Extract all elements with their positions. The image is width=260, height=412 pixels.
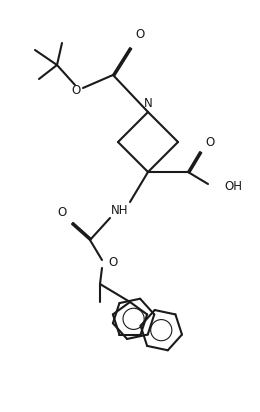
Text: N: N bbox=[144, 97, 152, 110]
Text: O: O bbox=[205, 136, 214, 149]
Text: O: O bbox=[135, 28, 144, 41]
Text: O: O bbox=[58, 206, 67, 219]
Text: O: O bbox=[72, 84, 81, 96]
Text: O: O bbox=[108, 255, 117, 269]
Text: OH: OH bbox=[224, 180, 242, 192]
Text: NH: NH bbox=[111, 204, 129, 216]
